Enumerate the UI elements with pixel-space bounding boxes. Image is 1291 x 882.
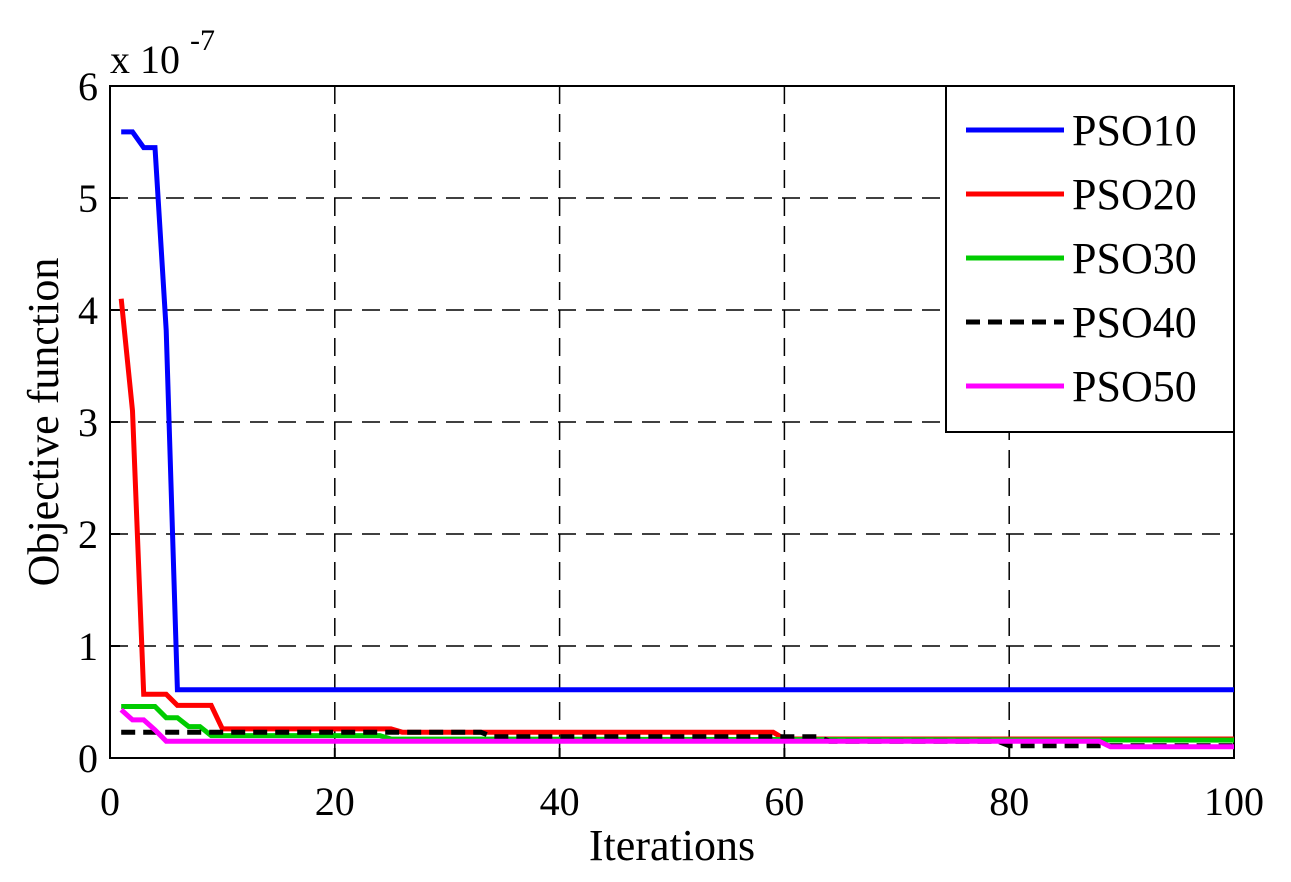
y-multiplier-base: x 10	[110, 37, 180, 82]
x-tick-label: 80	[989, 779, 1029, 824]
y-tick-label: 3	[78, 400, 98, 445]
x-tick-label: 60	[764, 779, 804, 824]
x-axis-label: Iterations	[589, 821, 755, 870]
x-tick-label: 20	[315, 779, 355, 824]
x-tick-label: 40	[540, 779, 580, 824]
y-multiplier-exponent: -7	[190, 24, 215, 57]
y-tick-label: 4	[78, 288, 98, 333]
series-line	[121, 729, 1234, 749]
y-tick-label: 6	[78, 64, 98, 109]
legend-label: PSO40	[1072, 298, 1197, 347]
x-tick-label: 100	[1204, 779, 1264, 824]
series-line	[119, 707, 1234, 750]
legend-label: PSO20	[1072, 170, 1197, 219]
series-line	[118, 298, 1234, 742]
y-tick-label: 5	[78, 176, 98, 221]
legend-label: PSO50	[1072, 362, 1197, 411]
legend-label: PSO10	[1072, 106, 1197, 155]
legend-label: PSO30	[1072, 234, 1197, 283]
x-tick-label: 0	[100, 779, 120, 824]
y-tick-label: 0	[78, 736, 98, 781]
series-line	[121, 129, 1234, 693]
y-tick-label: 2	[78, 512, 98, 557]
y-tick-label: 1	[78, 624, 98, 669]
y-axis-label: Objective function	[19, 258, 68, 587]
series-line	[121, 704, 1235, 743]
